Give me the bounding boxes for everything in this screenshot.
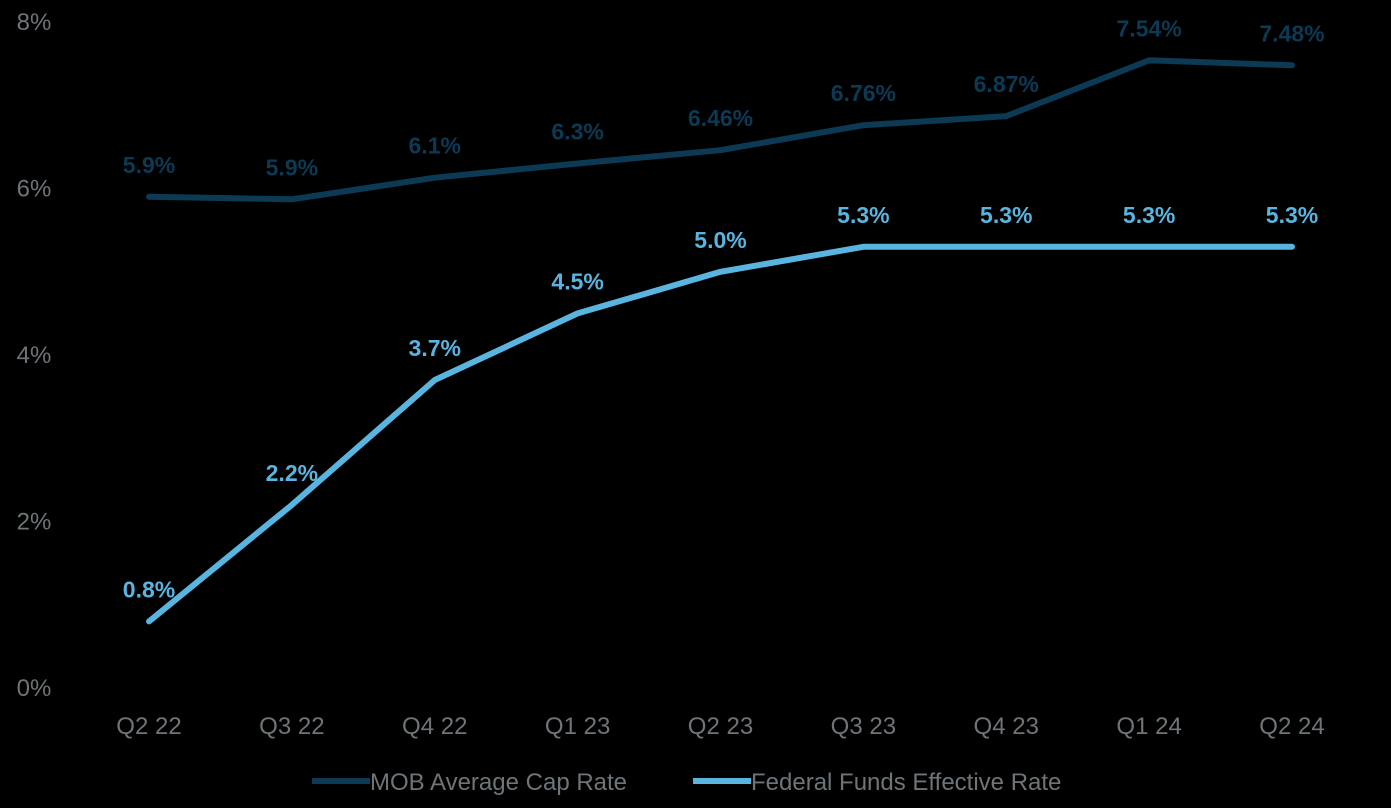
series-line-fed-funds-rate — [146, 243, 1295, 625]
y-tick-label: 0% — [17, 675, 52, 702]
y-tick-label: 2% — [17, 509, 52, 536]
x-tick-label: Q1 23 — [545, 713, 610, 740]
data-label: 2.2% — [266, 460, 318, 486]
x-axis: Q2 22 Q3 22 Q4 22 Q1 23 Q2 23 Q3 23 Q4 23 Q1 24… — [116, 713, 1324, 740]
legend-label: Federal Funds Effective Rate — [751, 769, 1061, 796]
x-tick-label: Q2 22 — [116, 713, 181, 740]
data-label: 6.87% — [974, 71, 1039, 97]
data-labels: 5.9% 5.9% 6.1% 6.3% 6.46% 6.76% 6.87% 7.54% 7.48… — [123, 15, 1325, 602]
data-label: 0.8% — [123, 576, 175, 602]
y-axis: 0% 2% 4% 6% 8% — [17, 9, 52, 702]
data-label: 5.9% — [266, 154, 318, 180]
x-tick-label: Q2 24 — [1259, 713, 1324, 740]
data-label: 3.7% — [409, 335, 461, 361]
legend-label: MOB Average Cap Rate — [370, 769, 627, 796]
x-tick-label: Q3 22 — [259, 713, 324, 740]
x-tick-label: Q2 23 — [688, 713, 753, 740]
y-tick-label: 8% — [17, 9, 52, 36]
y-tick-label: 4% — [17, 342, 52, 369]
series-line-mob-cap-rate — [146, 57, 1295, 203]
data-label: 6.76% — [831, 80, 896, 106]
data-label: 6.1% — [409, 133, 461, 159]
series-lines — [146, 57, 1295, 625]
data-label: 6.3% — [551, 119, 603, 145]
x-tick-label: Q1 24 — [1116, 713, 1181, 740]
data-label: 5.0% — [694, 227, 746, 253]
x-tick-label: Q3 23 — [831, 713, 896, 740]
data-label: 5.3% — [980, 202, 1032, 228]
x-tick-label: Q4 23 — [974, 713, 1039, 740]
data-label: 5.3% — [837, 202, 889, 228]
legend: MOB Average Cap Rate Federal Funds Effect… — [312, 769, 1061, 796]
y-tick-label: 6% — [17, 176, 52, 203]
data-label: 5.3% — [1266, 202, 1318, 228]
data-label: 7.54% — [1117, 15, 1182, 41]
data-label: 5.9% — [123, 152, 175, 178]
data-label: 4.5% — [551, 268, 603, 294]
data-label: 5.3% — [1123, 202, 1175, 228]
data-label: 7.48% — [1259, 20, 1324, 46]
x-tick-label: Q4 22 — [402, 713, 467, 740]
data-label: 6.46% — [688, 105, 753, 131]
